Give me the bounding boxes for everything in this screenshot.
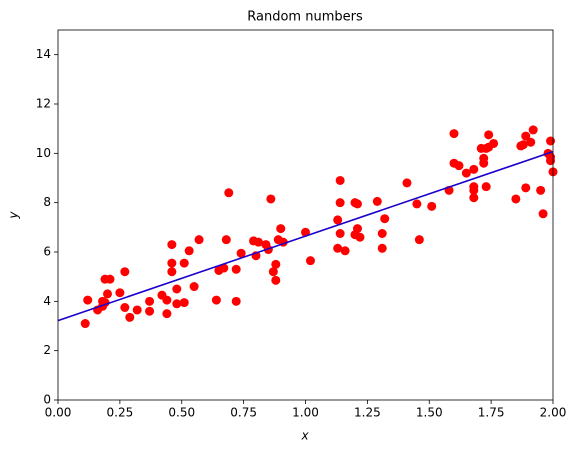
x-tick-label: 1.00 <box>292 406 319 420</box>
point <box>352 199 362 209</box>
point <box>449 129 459 139</box>
point <box>484 130 494 140</box>
point <box>219 263 229 273</box>
point <box>172 284 182 294</box>
point <box>454 161 464 171</box>
y-axis-label: y <box>7 211 21 220</box>
fit-line <box>57 150 554 322</box>
point <box>194 235 204 245</box>
point <box>489 138 499 148</box>
y-tick-label: 0 <box>43 393 51 407</box>
point <box>224 188 234 198</box>
point <box>352 224 362 234</box>
point <box>335 229 345 238</box>
point <box>521 131 531 141</box>
point <box>377 229 387 238</box>
point <box>335 198 345 208</box>
point <box>538 209 548 219</box>
point <box>380 214 390 224</box>
point <box>231 296 241 306</box>
point <box>105 274 115 284</box>
point <box>526 137 536 147</box>
point <box>145 296 155 306</box>
point <box>377 243 387 253</box>
x-tick-label: 1.50 <box>416 406 443 420</box>
point <box>335 175 345 185</box>
chart-title: Random numbers <box>247 10 363 25</box>
x-tick-label: 0.00 <box>45 406 72 420</box>
point <box>355 232 365 242</box>
point <box>103 289 112 299</box>
point <box>184 246 194 256</box>
point <box>511 194 521 204</box>
point <box>189 282 199 292</box>
point <box>162 295 172 305</box>
point <box>132 305 142 315</box>
point <box>266 194 276 204</box>
point <box>271 259 281 269</box>
point <box>231 264 241 274</box>
x-tick-label: 1.25 <box>354 406 381 420</box>
point <box>546 136 556 146</box>
point <box>521 183 531 193</box>
point <box>276 224 286 234</box>
point <box>179 298 189 308</box>
point <box>469 164 479 174</box>
point <box>211 295 221 305</box>
point <box>412 199 422 209</box>
point <box>481 182 491 192</box>
point <box>221 235 231 245</box>
point <box>402 178 412 188</box>
point <box>167 240 177 250</box>
point <box>120 267 130 277</box>
point <box>469 193 479 203</box>
x-axis-label: x <box>300 429 309 443</box>
point <box>305 256 315 266</box>
y-tick-label: 14 <box>36 47 51 61</box>
point <box>172 299 182 309</box>
point <box>125 312 135 322</box>
point <box>167 258 177 268</box>
point <box>414 235 424 245</box>
point <box>268 267 278 277</box>
point <box>479 158 489 168</box>
x-tick-label: 2.00 <box>540 406 567 420</box>
x-tick-label: 0.25 <box>107 406 134 420</box>
point <box>145 306 155 316</box>
point <box>461 168 471 178</box>
point <box>372 196 382 206</box>
point <box>469 182 479 192</box>
point <box>536 185 546 195</box>
point <box>80 319 90 329</box>
point <box>333 243 343 253</box>
y-tick-label: 2 <box>43 343 51 357</box>
point <box>340 246 350 256</box>
y-tick-label: 10 <box>36 146 51 160</box>
point <box>83 295 93 305</box>
point <box>236 248 246 258</box>
point <box>115 288 125 298</box>
point <box>120 303 130 312</box>
point <box>427 201 437 211</box>
point <box>518 140 528 150</box>
point <box>253 237 263 247</box>
y-tick-label: 12 <box>36 97 51 111</box>
y-tick-label: 4 <box>43 294 51 308</box>
point <box>528 125 538 135</box>
point <box>167 267 177 277</box>
plot-frame <box>57 29 554 401</box>
y-tick-label: 6 <box>43 245 51 259</box>
x-tick-label: 0.50 <box>168 406 195 420</box>
point <box>162 309 172 319</box>
x-tick-label: 0.75 <box>230 406 257 420</box>
point <box>179 258 189 268</box>
point <box>546 156 556 166</box>
point <box>271 275 281 285</box>
y-tick-label: 8 <box>43 195 51 209</box>
point <box>333 215 343 225</box>
x-tick-label: 1.75 <box>478 406 505 420</box>
